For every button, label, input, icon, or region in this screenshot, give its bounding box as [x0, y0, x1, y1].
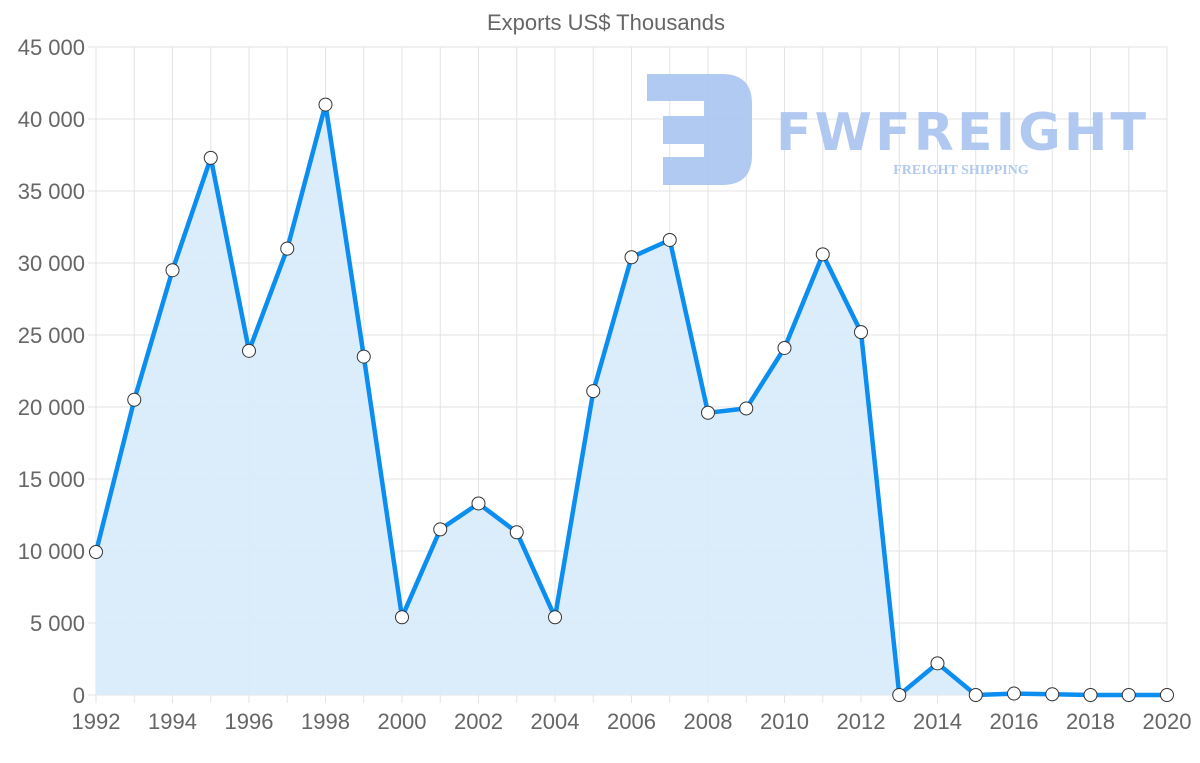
x-tick-label: 2006 [607, 709, 656, 734]
data-point [1045, 687, 1060, 702]
data-point [1083, 688, 1098, 702]
x-tick-label: 2018 [1066, 709, 1115, 734]
watermark-logo: FWFREIGHT FREIGHT SHIPPING [647, 74, 1147, 185]
y-tick-label: 10 000 [18, 539, 85, 564]
chart-title: Exports US$ Thousands [487, 10, 725, 35]
area-fill-path [96, 104, 1167, 696]
y-tick-label: 35 000 [18, 179, 85, 204]
x-tick-label: 2002 [454, 709, 503, 734]
y-tick-label: 5 000 [30, 611, 85, 636]
x-tick-label: 2020 [1143, 709, 1192, 734]
x-tick-label: 1996 [225, 709, 274, 734]
data-point [662, 232, 677, 247]
data-point [815, 247, 830, 262]
data-point [1007, 686, 1021, 701]
data-point [203, 150, 218, 165]
fw-logo-icon [647, 74, 752, 185]
data-point [624, 250, 639, 265]
data-point [127, 392, 142, 407]
data-point [586, 384, 601, 399]
data-point [242, 343, 256, 358]
y-tick-label: 0 [73, 683, 85, 708]
data-point [739, 401, 754, 416]
x-tick-label: 2016 [990, 709, 1039, 734]
watermark-brand: FWFREIGHT [776, 103, 1147, 163]
data-point [280, 241, 295, 256]
area-fill [96, 104, 1167, 696]
y-tick-label: 20 000 [18, 395, 85, 420]
data-point [395, 610, 409, 625]
data-point [433, 522, 448, 537]
y-tick-label: 40 000 [18, 107, 85, 132]
data-point [1121, 688, 1136, 702]
data-point [318, 97, 333, 112]
x-tick-label: 1998 [301, 709, 350, 734]
y-tick-label: 45 000 [18, 35, 85, 60]
data-point [892, 688, 907, 702]
data-point [89, 545, 103, 560]
x-tick-label: 1994 [148, 709, 197, 734]
data-point [509, 525, 524, 540]
data-point [968, 688, 983, 702]
x-tick-label: 2010 [760, 709, 809, 734]
data-point [777, 340, 792, 355]
y-tick-label: 25 000 [18, 323, 85, 348]
data-point [701, 405, 715, 420]
y-tick-label: 15 000 [18, 467, 85, 492]
data-point [854, 325, 868, 340]
x-tick-label: 2000 [378, 709, 427, 734]
watermark-tagline: FREIGHT SHIPPING [893, 163, 1029, 178]
x-axis-ticks: 1992 1994 1996 1998 2000 2002 2004 2006 2008 2010… [72, 709, 1192, 734]
y-tick-label: 30 000 [18, 251, 85, 276]
x-tick-label: 2008 [684, 709, 733, 734]
data-point [165, 263, 180, 278]
x-tick-label: 2014 [913, 709, 962, 734]
x-tick-label: 2004 [531, 709, 580, 734]
data-point [548, 610, 562, 625]
data-point [1160, 688, 1174, 702]
data-point [471, 496, 486, 511]
data-points [89, 97, 1174, 702]
y-axis-ticks: 0 5 000 10 000 15 000 20 000 25 000 30 000 35 0… [18, 35, 85, 708]
x-tick-label: 2012 [837, 709, 886, 734]
x-tick-label: 1992 [72, 709, 121, 734]
data-point [930, 656, 945, 671]
data-point [356, 349, 371, 364]
